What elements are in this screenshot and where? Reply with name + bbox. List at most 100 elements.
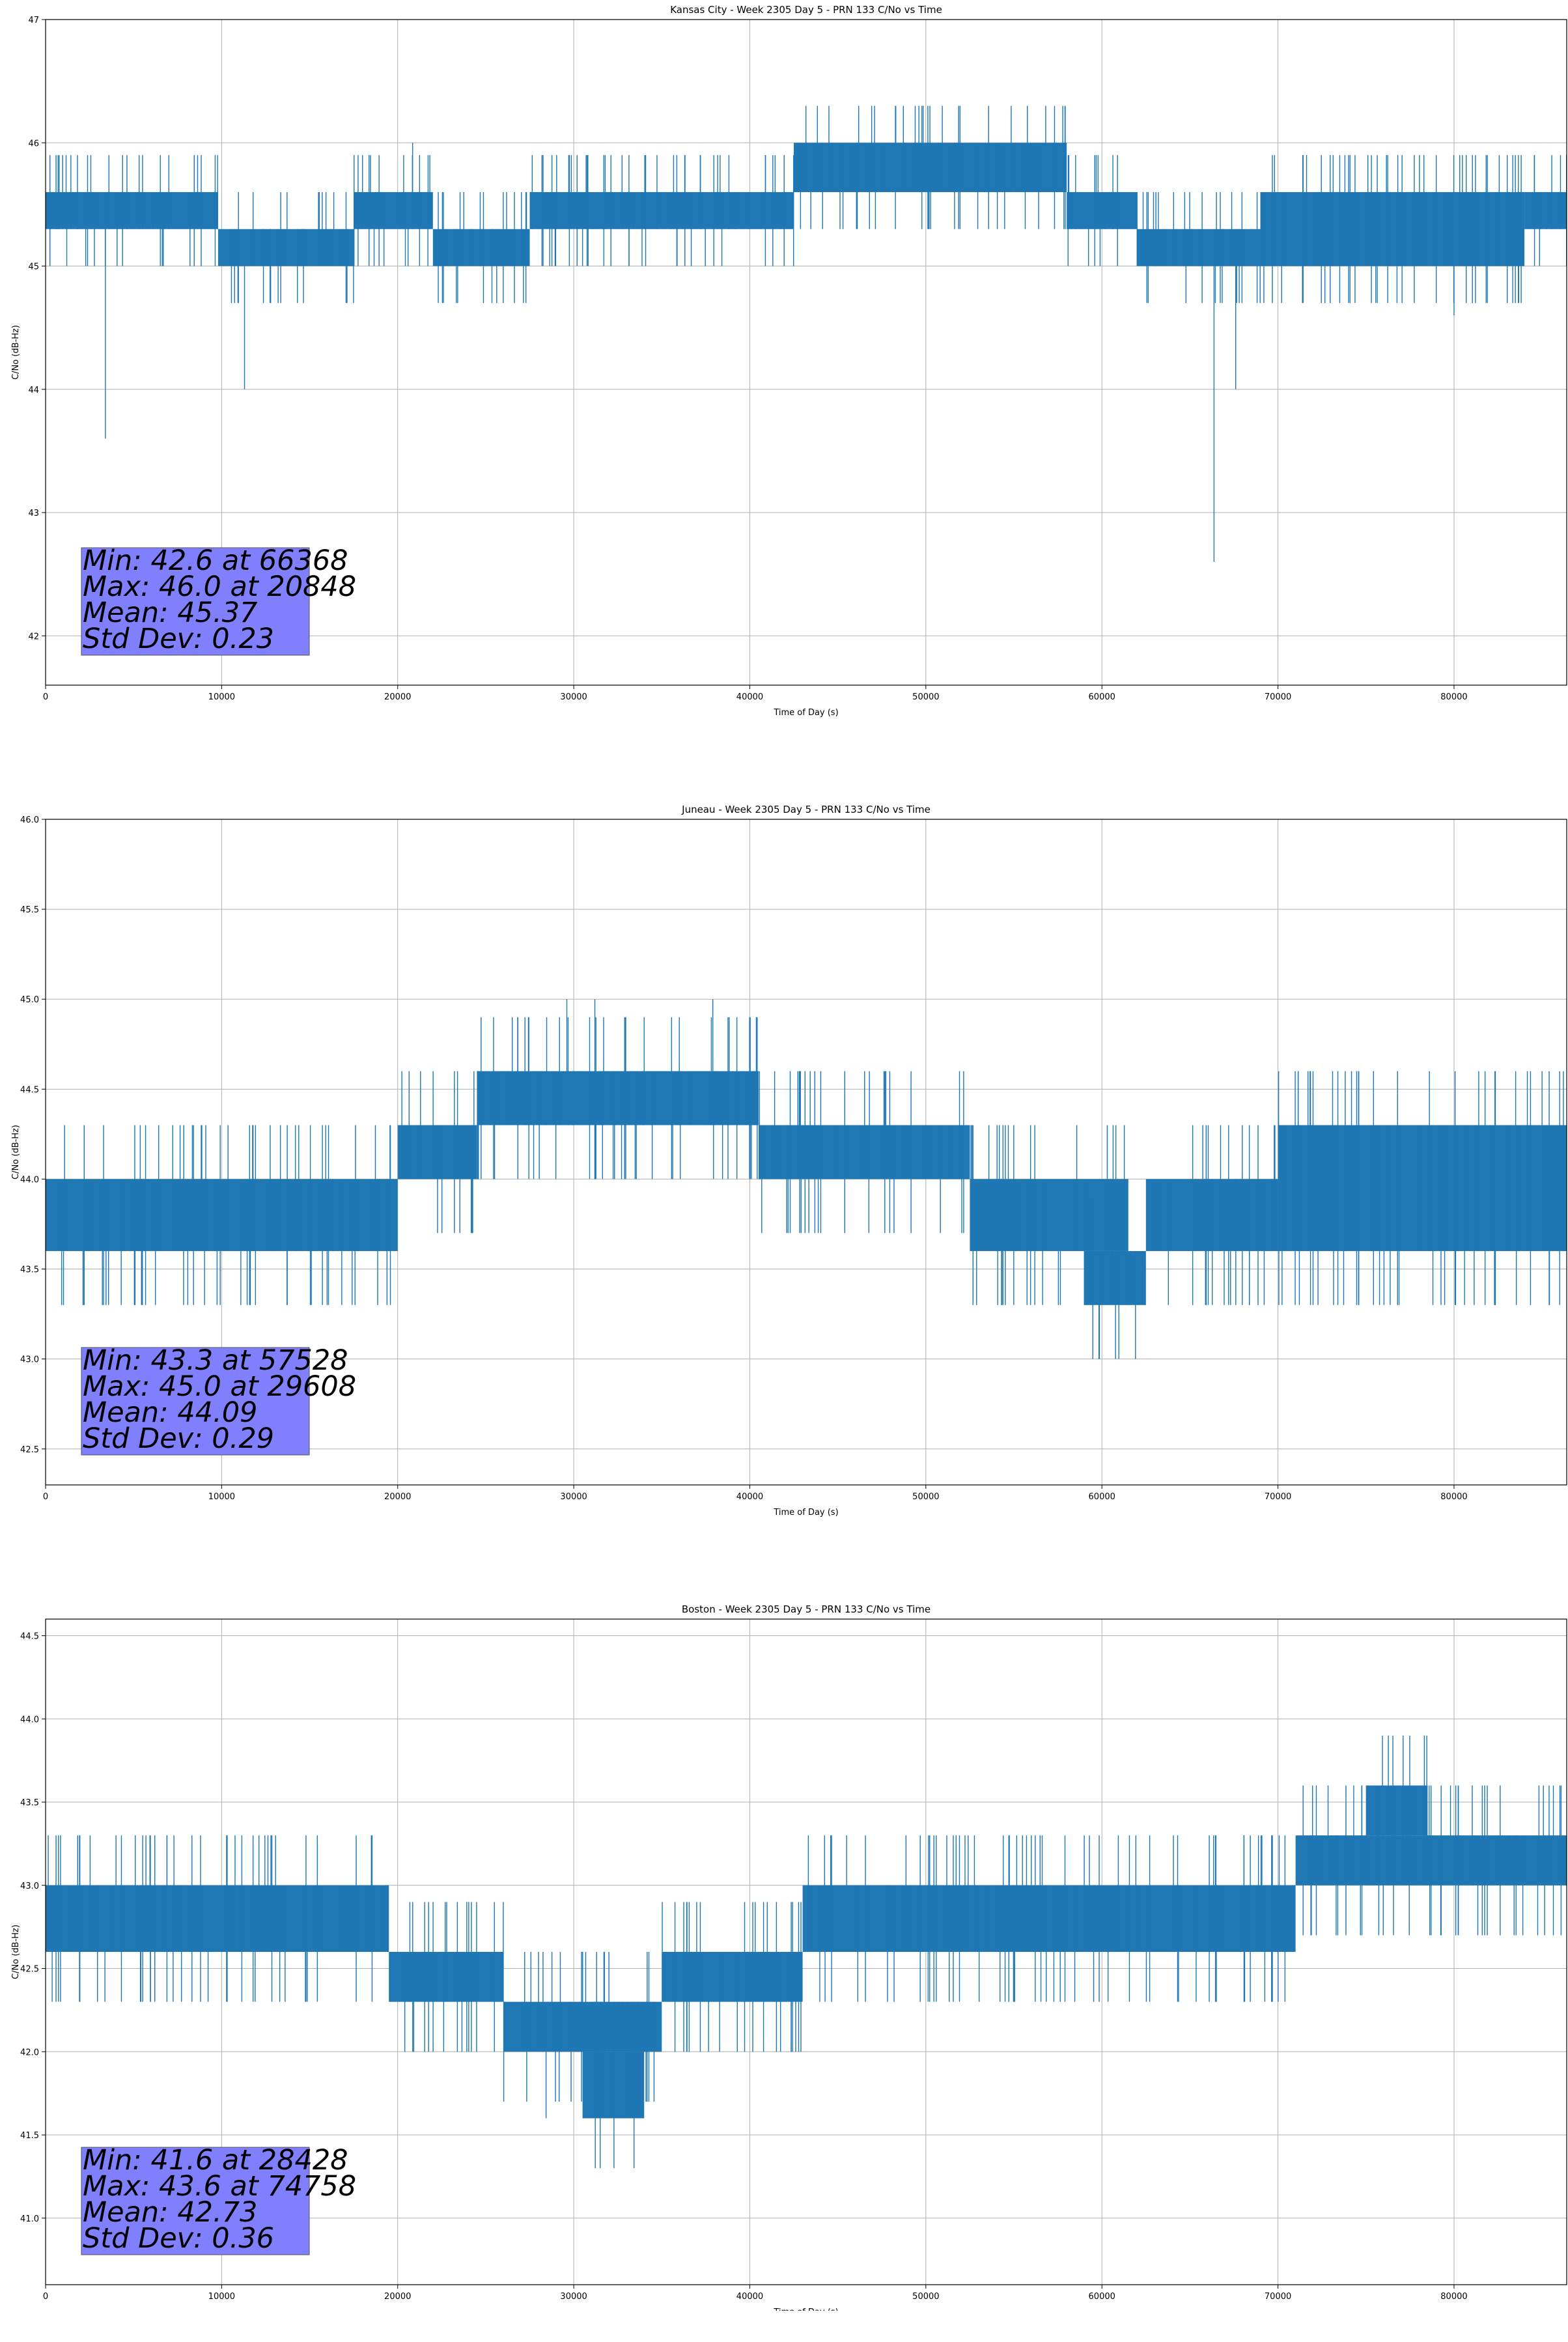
x-tick-label: 60000 [1089, 1492, 1115, 1502]
y-tick-label: 42.5 [20, 1965, 39, 1975]
axes-frame [45, 819, 1567, 1486]
x-axis: 0 10000 20000 30000 40000 50000 60000 70000 8000… [43, 1485, 1468, 1502]
chart-boston: 0 10000 20000 30000 40000 50000 60000 70000 8000… [11, 1603, 1567, 2311]
data-series [46, 999, 1567, 1359]
y-tick-label: 43.0 [20, 1355, 39, 1365]
data-band [1137, 229, 1261, 266]
stats-mean: Mean: 44.09 [83, 1396, 257, 1429]
y-tick-label: 42 [28, 632, 39, 642]
y-tick-label: 44.0 [20, 1175, 39, 1185]
x-tick-label: 40000 [736, 1492, 763, 1502]
data-band [662, 1952, 803, 2002]
x-tick-label: 40000 [736, 2292, 763, 2302]
data-band [1067, 191, 1138, 229]
x-axis: 0 10000 20000 30000 40000 50000 60000 70000 8000… [43, 2285, 1468, 2302]
x-tick-label: 20000 [384, 1492, 411, 1502]
stats-min: Min: 42.6 at 66368 [83, 544, 348, 577]
y-axis: 41.0 41.5 42.0 42.5 43.0 43.5 44.0 44.5 [20, 1632, 46, 2224]
chart-title: Juneau - Week 2305 Day 5 - PRN 133 C/No … [681, 804, 931, 815]
stats-box-background [81, 1347, 310, 1456]
data-band [46, 191, 218, 229]
chart-juneau: 0 10000 20000 30000 40000 50000 60000 70000 8000… [11, 804, 1567, 1517]
chart-title: Boston - Week 2305 Day 5 - PRN 133 C/No … [682, 1603, 931, 1615]
data-band [432, 229, 530, 266]
x-tick-label: 50000 [912, 2292, 939, 2302]
data-band [1365, 1785, 1428, 1836]
data-band [217, 229, 354, 266]
y-tick-label: 46 [28, 139, 39, 148]
stats-min: Min: 43.3 at 57528 [83, 1344, 348, 1377]
x-tick-label: 10000 [208, 1492, 235, 1502]
data-band [46, 1179, 398, 1251]
y-axis: 42.5 43.0 43.5 44.0 44.5 45.0 45.5 46.0 [20, 815, 46, 1455]
x-tick-label: 0 [43, 692, 48, 702]
data-band [389, 1952, 503, 2002]
x-tick-label: 30000 [560, 692, 587, 702]
y-tick-label: 44.5 [20, 1085, 39, 1095]
x-tick-label: 30000 [560, 2292, 587, 2302]
x-tick-label: 60000 [1089, 2292, 1115, 2302]
data-band [1278, 1125, 1567, 1251]
chart-kansas-city: 0 10000 20000 30000 40000 50000 60000 70000 8000… [11, 4, 1567, 718]
y-tick-label: 45 [28, 262, 39, 272]
chart-panel-kansas-city: 0 10000 20000 30000 40000 50000 60000 70000 8000… [0, 0, 1568, 742]
x-axis-label: Time of Day (s) [773, 2307, 838, 2311]
stats-max: Max: 46.0 at 20848 [83, 571, 356, 603]
stats-box-background [81, 547, 310, 656]
stats-std: Std Dev: 0.23 [83, 623, 274, 655]
chart-title: Kansas City - Week 2305 Day 5 - PRN 133 … [670, 4, 942, 16]
y-tick-label: 41.5 [20, 2131, 39, 2141]
x-tick-label: 70000 [1265, 2292, 1291, 2302]
y-tick-label: 45.0 [20, 995, 39, 1005]
y-tick-label: 47 [28, 16, 39, 25]
axes-frame [45, 19, 1567, 686]
data-band [802, 1885, 1296, 1952]
x-tick-label: 70000 [1265, 1492, 1291, 1502]
data-band [46, 1885, 389, 1952]
x-axis: 0 10000 20000 30000 40000 50000 60000 70000 8000… [43, 685, 1468, 702]
data-series [46, 1735, 1567, 2169]
y-tick-label: 42.5 [20, 1445, 39, 1455]
x-tick-label: 20000 [384, 2292, 411, 2302]
chart-panel-juneau: 0 10000 20000 30000 40000 50000 60000 70000 8000… [0, 800, 1568, 1542]
stats-std: Std Dev: 0.29 [83, 1422, 274, 1455]
y-tick-label: 41.0 [20, 2214, 39, 2224]
y-tick-label: 43.0 [20, 1882, 39, 1891]
y-tick-label: 44.5 [20, 1632, 39, 1642]
x-tick-label: 80000 [1440, 692, 1467, 702]
stats-max: Max: 45.0 at 29608 [83, 1370, 356, 1403]
y-tick-label: 44 [28, 386, 39, 395]
x-tick-label: 50000 [912, 692, 939, 702]
stats-mean: Mean: 42.73 [83, 2196, 257, 2229]
y-axis-label: C/No (dB-Hz) [11, 325, 21, 380]
x-tick-label: 0 [43, 1492, 48, 1502]
x-tick-label: 40000 [736, 692, 763, 702]
x-tick-label: 70000 [1265, 692, 1291, 702]
axes-frame [45, 1618, 1567, 2285]
y-tick-label: 42.0 [20, 2048, 39, 2057]
x-axis-label: Time of Day (s) [773, 708, 838, 718]
x-tick-label: 10000 [208, 2292, 235, 2302]
y-axis-label: C/No (dB-Hz) [11, 1125, 21, 1179]
x-tick-label: 10000 [208, 692, 235, 702]
stats-max: Max: 43.6 at 74758 [83, 2170, 356, 2203]
stats-min: Min: 41.6 at 28428 [83, 2144, 348, 2177]
y-axis-label: C/No (dB-Hz) [11, 1925, 21, 1979]
x-tick-label: 60000 [1089, 692, 1115, 702]
x-tick-label: 20000 [384, 692, 411, 702]
x-tick-label: 80000 [1440, 2292, 1467, 2302]
data-band [1260, 191, 1525, 266]
x-tick-label: 50000 [912, 1492, 939, 1502]
stats-box-background [81, 2147, 310, 2255]
x-axis-label: Time of Day (s) [773, 1508, 838, 1517]
y-tick-label: 45.5 [20, 905, 39, 915]
data-band [529, 191, 794, 229]
y-tick-label: 46.0 [20, 815, 39, 825]
data-band [477, 1071, 759, 1125]
y-tick-label: 43 [28, 509, 39, 518]
stats-mean: Mean: 45.37 [83, 597, 257, 629]
data-band [354, 191, 433, 229]
